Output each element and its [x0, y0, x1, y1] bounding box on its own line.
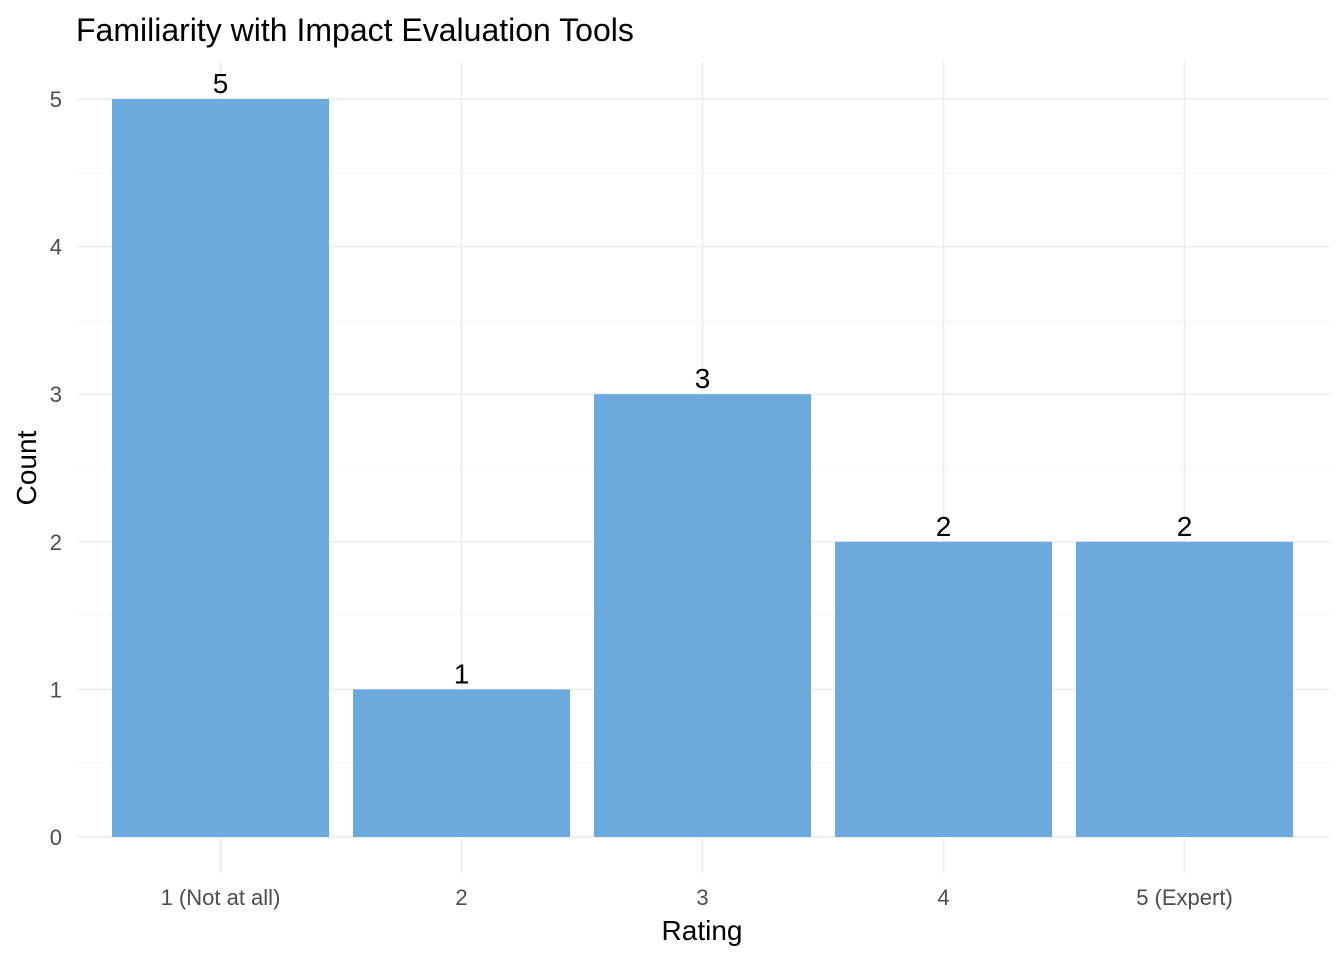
x-tick-label: 4 — [937, 885, 949, 910]
bar-value-label: 2 — [1177, 511, 1193, 542]
bar-value-label: 1 — [454, 658, 470, 689]
y-tick-label: 1 — [50, 677, 62, 702]
x-axis-title: Rating — [662, 915, 743, 946]
y-axis-title: Count — [11, 430, 42, 505]
bars — [112, 99, 1293, 837]
bar — [353, 689, 570, 837]
bar-value-label: 2 — [936, 511, 952, 542]
y-tick-label: 4 — [50, 235, 62, 260]
bar — [1076, 541, 1293, 837]
x-tick-label: 1 (Not at all) — [161, 885, 281, 910]
bar — [835, 541, 1052, 837]
data-labels: 5 1 3 2 2 — [213, 68, 1193, 689]
chart-title: Familiarity with Impact Evaluation Tools — [76, 12, 634, 48]
y-tick-label: 3 — [50, 382, 62, 407]
x-tick-label: 5 (Expert) — [1136, 885, 1233, 910]
x-tick-label: 2 — [455, 885, 467, 910]
bar — [594, 394, 811, 837]
y-tick-label: 0 — [50, 825, 62, 850]
y-axis-ticks: 0 1 2 3 4 5 — [50, 87, 62, 850]
x-axis-ticks: 1 (Not at all) 2 3 4 5 (Expert) — [161, 885, 1233, 910]
bar-value-label: 3 — [695, 363, 711, 394]
bar — [112, 99, 329, 837]
x-tick-label: 3 — [696, 885, 708, 910]
bar-value-label: 5 — [213, 68, 229, 99]
y-tick-label: 2 — [50, 530, 62, 555]
y-tick-label: 5 — [50, 87, 62, 112]
